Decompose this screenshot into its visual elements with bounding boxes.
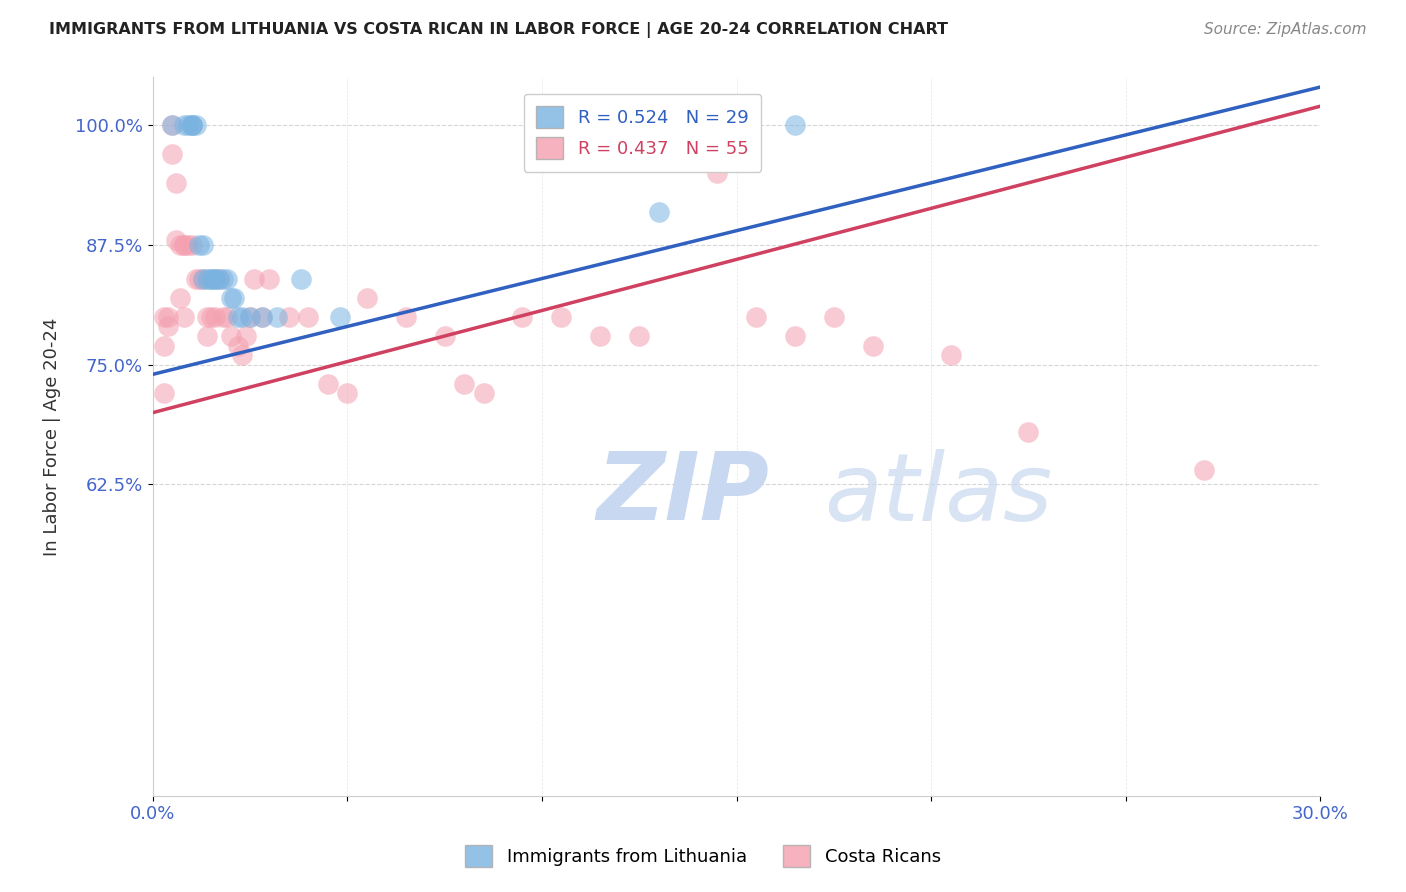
Point — [228, 310, 250, 324]
Point — [231, 348, 253, 362]
Point — [153, 386, 176, 401]
Point — [250, 310, 273, 324]
Point — [706, 166, 728, 180]
Point — [200, 271, 222, 285]
Point — [550, 310, 572, 324]
Point — [783, 329, 806, 343]
Point — [169, 291, 191, 305]
Point — [219, 329, 242, 343]
Point — [193, 271, 215, 285]
Point — [180, 119, 202, 133]
Point — [356, 291, 378, 305]
Point — [157, 319, 180, 334]
Point — [297, 310, 319, 324]
Point — [211, 310, 233, 324]
Point — [862, 338, 884, 352]
Point — [215, 271, 238, 285]
Text: IMMIGRANTS FROM LITHUANIA VS COSTA RICAN IN LABOR FORCE | AGE 20-24 CORRELATION : IMMIGRANTS FROM LITHUANIA VS COSTA RICAN… — [49, 22, 948, 38]
Point — [165, 176, 187, 190]
Point — [160, 147, 183, 161]
Point — [512, 310, 534, 324]
Point — [329, 310, 352, 324]
Point — [290, 271, 312, 285]
Point — [165, 233, 187, 247]
Point — [200, 271, 222, 285]
Point — [169, 238, 191, 252]
Point — [160, 119, 183, 133]
Point — [200, 310, 222, 324]
Point — [177, 119, 200, 133]
Point — [153, 310, 176, 324]
Point — [589, 329, 612, 343]
Legend: Immigrants from Lithuania, Costa Ricans: Immigrants from Lithuania, Costa Ricans — [458, 838, 948, 874]
Point — [939, 348, 962, 362]
Point — [266, 310, 288, 324]
Y-axis label: In Labor Force | Age 20-24: In Labor Force | Age 20-24 — [44, 318, 60, 556]
Text: Source: ZipAtlas.com: Source: ZipAtlas.com — [1204, 22, 1367, 37]
Point — [472, 386, 495, 401]
Point — [188, 271, 211, 285]
Point — [195, 310, 218, 324]
Point — [173, 238, 195, 252]
Point — [250, 310, 273, 324]
Point — [173, 119, 195, 133]
Point — [259, 271, 281, 285]
Point — [173, 238, 195, 252]
Point — [193, 238, 215, 252]
Point — [336, 386, 359, 401]
Point — [239, 310, 262, 324]
Point — [243, 271, 266, 285]
Point — [204, 310, 226, 324]
Point — [204, 271, 226, 285]
Text: atlas: atlas — [824, 449, 1052, 540]
Point — [823, 310, 845, 324]
Point — [1017, 425, 1039, 439]
Point — [208, 271, 231, 285]
Point — [180, 119, 202, 133]
Point — [208, 271, 231, 285]
Point — [395, 310, 418, 324]
Point — [188, 238, 211, 252]
Point — [215, 310, 238, 324]
Point — [184, 119, 207, 133]
Point — [453, 376, 475, 391]
Point — [228, 338, 250, 352]
Point — [193, 271, 215, 285]
Point — [153, 338, 176, 352]
Point — [211, 271, 233, 285]
Point — [195, 271, 218, 285]
Point — [184, 271, 207, 285]
Point — [278, 310, 301, 324]
Point — [628, 329, 651, 343]
Point — [160, 119, 183, 133]
Point — [224, 291, 246, 305]
Point — [180, 238, 202, 252]
Point — [231, 310, 253, 324]
Point — [316, 376, 339, 391]
Point — [173, 310, 195, 324]
Point — [1192, 463, 1215, 477]
Legend: R = 0.524   N = 29, R = 0.437   N = 55: R = 0.524 N = 29, R = 0.437 N = 55 — [523, 94, 761, 172]
Point — [219, 291, 242, 305]
Point — [235, 329, 257, 343]
Point — [180, 119, 202, 133]
Point — [745, 310, 768, 324]
Text: ZIP: ZIP — [596, 448, 769, 540]
Point — [177, 238, 200, 252]
Point — [157, 310, 180, 324]
Point — [783, 119, 806, 133]
Point — [433, 329, 456, 343]
Point — [648, 204, 671, 219]
Point — [204, 271, 226, 285]
Point — [239, 310, 262, 324]
Point — [195, 329, 218, 343]
